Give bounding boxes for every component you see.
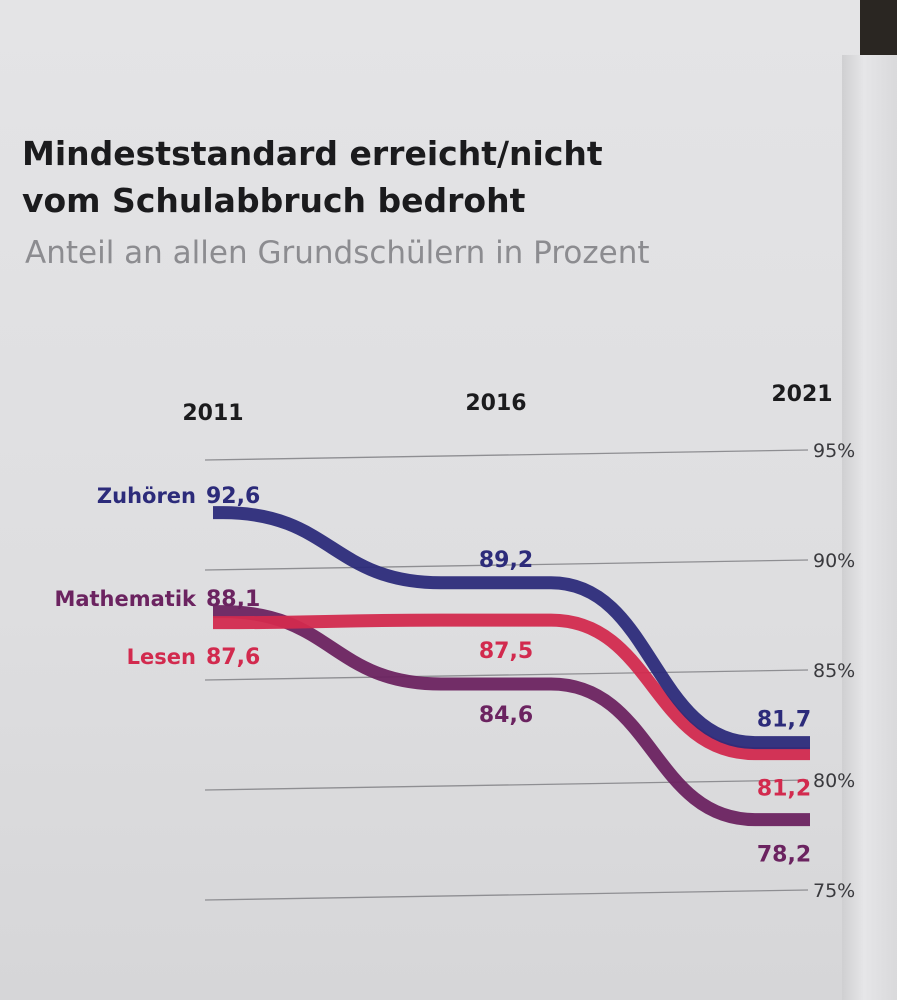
series-line-lesen (213, 613, 810, 761)
y-tick-label: 75% (813, 880, 855, 902)
data-label: 84,6 (479, 703, 533, 728)
paper-page (0, 0, 860, 1000)
chart-title: Mindeststandard erreicht/nicht vom Schul… (22, 130, 802, 224)
series-name-label: Lesen (127, 645, 196, 669)
x-tick-label: 2016 (465, 391, 526, 416)
paper-edge (842, 55, 897, 1000)
y-tick-label: 95% (813, 440, 855, 462)
data-label: 88,1 (206, 587, 260, 612)
data-label: 92,6 (206, 484, 260, 509)
gridline (204, 779, 809, 791)
gridline (204, 559, 809, 571)
chart-title-line-2: vom Schulabbruch bedroht (22, 181, 526, 220)
x-tick-label: 2021 (771, 382, 832, 407)
data-label: 81,7 (757, 708, 811, 733)
x-tick-label: 2011 (182, 401, 243, 426)
data-label: 81,2 (757, 777, 811, 802)
y-tick-label: 90% (813, 550, 855, 572)
gridline (204, 889, 809, 901)
data-label: 87,5 (479, 639, 533, 664)
data-label: 89,2 (479, 548, 533, 573)
chart-subtitle: Anteil an allen Grundschülern in Prozent (25, 235, 650, 271)
y-tick-label: 85% (813, 660, 855, 682)
data-label: 78,2 (757, 843, 811, 868)
series-name-label: Mathematik (54, 587, 197, 611)
data-label: 87,6 (206, 645, 260, 670)
series-name-label: Zuhören (97, 484, 196, 508)
y-tick-label: 80% (813, 770, 855, 792)
series-line-zuhören (213, 506, 810, 750)
chart-title-line-1: Mindeststandard erreicht/nicht (22, 134, 603, 173)
gridline (204, 449, 809, 461)
gridline (204, 669, 809, 681)
